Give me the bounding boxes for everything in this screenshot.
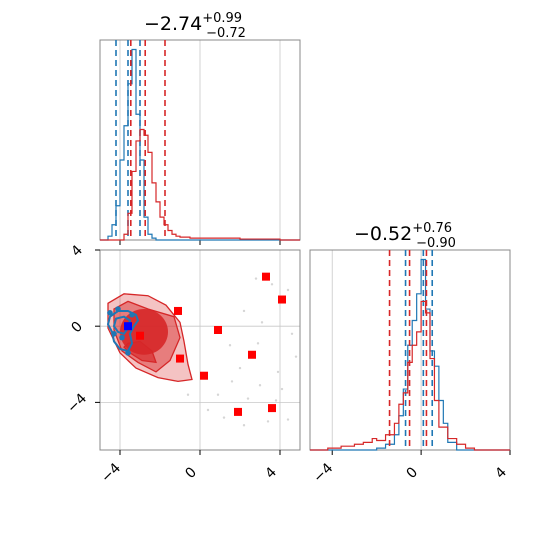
background-point [290, 332, 294, 336]
main-plot-area [106, 272, 298, 427]
background-point [242, 424, 246, 427]
background-point [186, 393, 190, 396]
scatter-contour-frame [95, 249, 301, 455]
red-square-marker [268, 404, 276, 413]
background-point [228, 344, 232, 347]
red-square-marker [200, 371, 208, 380]
title-2-minus: −0.90 [416, 236, 456, 251]
top-histogram-title: −2.74+0.99 −0.72 [144, 11, 246, 41]
background-point [274, 399, 278, 402]
red-square-marker [214, 326, 222, 334]
title-1-median: −2.74 [144, 13, 202, 35]
background-point [294, 355, 298, 358]
blue-contour-point [115, 306, 121, 312]
main-y-tick-label: 4 [68, 242, 86, 260]
blue-contour-point [107, 310, 113, 316]
background-point [286, 418, 290, 421]
background-point [242, 309, 246, 313]
title-2-plus: +0.76 [412, 221, 452, 236]
blue-contour-point [125, 350, 131, 356]
blue-contour-point [119, 334, 125, 341]
histogram-series-1 [100, 128, 300, 241]
background-point [256, 342, 260, 345]
background-point [270, 283, 274, 286]
background-point [266, 420, 270, 423]
histogram-series-0 [100, 48, 300, 241]
background-point [230, 380, 234, 383]
blue-contour-point [129, 311, 135, 318]
red-square-marker [248, 350, 256, 359]
right-x-tick-label: 4 [492, 464, 510, 482]
red-square-marker [278, 295, 286, 304]
right-histogram-title: −0.52+0.76 −0.90 [354, 221, 456, 251]
background-point [260, 321, 264, 324]
blue-square-marker [124, 322, 132, 331]
blue-contour-point [111, 331, 117, 337]
main-y-tick-label: 0 [68, 319, 86, 337]
histogram-series-0 [310, 258, 510, 451]
title-1-minus: −0.72 [206, 26, 246, 41]
background-point [254, 277, 258, 280]
main-x-tick-label: −4 [98, 460, 124, 486]
background-point [280, 387, 284, 391]
background-point [238, 366, 242, 370]
right-x-tick-label: −4 [310, 460, 336, 486]
title-2-median: −0.52 [354, 223, 412, 245]
background-point [222, 416, 226, 419]
red-square-marker [136, 331, 144, 340]
red-square-marker [262, 272, 270, 281]
background-point [286, 288, 290, 292]
background-point [246, 397, 250, 400]
title-1-plus: +0.99 [202, 11, 242, 26]
main-x-tick-label: 4 [262, 464, 280, 482]
background-point [216, 393, 220, 396]
main-x-tick-label: 0 [182, 464, 200, 482]
background-point [276, 370, 280, 374]
red-square-marker [174, 306, 182, 315]
blue-contour-line [112, 315, 132, 335]
red-square-marker [234, 407, 242, 416]
right-x-tick-label: 0 [403, 464, 421, 482]
red-square-marker [176, 354, 184, 363]
background-point [258, 384, 262, 387]
background-point [206, 408, 210, 412]
main-y-tick-label: −4 [64, 391, 90, 417]
